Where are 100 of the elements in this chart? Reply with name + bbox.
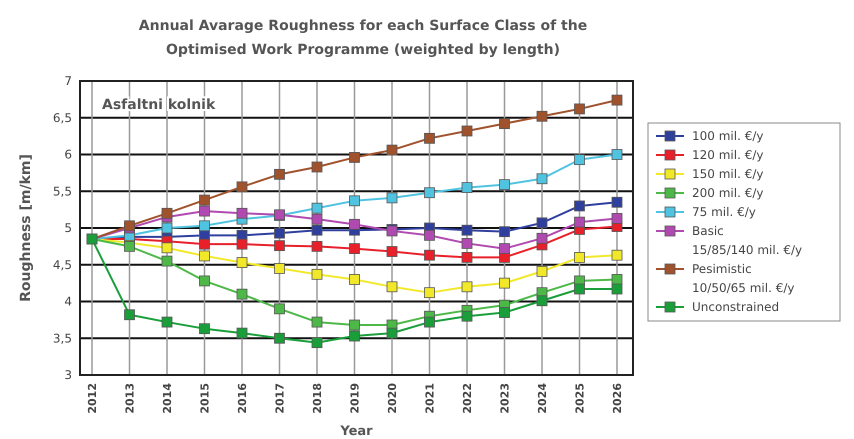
point — [462, 281, 472, 292]
point — [124, 220, 135, 232]
point — [574, 104, 585, 114]
point — [612, 274, 622, 285]
point — [274, 240, 285, 252]
legend-label: Basic 15/85/140 mil. €/y — [692, 224, 802, 258]
point — [312, 316, 322, 328]
point — [349, 195, 360, 206]
point — [574, 154, 585, 166]
y-tick-label: 4,5 — [52, 258, 72, 272]
x-tick-label: 2013 — [123, 383, 136, 414]
point — [349, 218, 360, 230]
point — [499, 278, 510, 289]
legend-label: Pesimistic 10/50/65 mil. €/y — [692, 262, 794, 296]
point — [386, 246, 398, 257]
point — [499, 243, 510, 254]
point — [499, 226, 510, 238]
x-tick-label: 2018 — [310, 383, 324, 414]
legend-label: Unconstrained — [692, 300, 780, 314]
y-tick-label: 5 — [64, 221, 72, 236]
point — [612, 284, 622, 294]
y-axis-title: Roughness [m/km] — [18, 154, 34, 302]
point — [349, 320, 360, 330]
y-tick-label: 4 — [64, 294, 72, 309]
x-tick-label: 2021 — [423, 383, 436, 414]
x-tick-label: 2017 — [273, 383, 286, 414]
point — [386, 192, 398, 204]
point — [199, 323, 210, 334]
point — [274, 263, 285, 274]
point — [424, 316, 435, 328]
point — [199, 250, 210, 262]
point — [462, 224, 472, 236]
point — [612, 149, 622, 160]
point — [574, 200, 585, 212]
y-tick-label: 3,5 — [52, 331, 72, 346]
point — [536, 266, 548, 277]
point — [386, 328, 398, 339]
x-tick-label: 2016 — [236, 382, 249, 414]
point — [236, 328, 248, 339]
point — [386, 281, 398, 292]
point — [536, 173, 548, 184]
x-tick-label: 2019 — [348, 383, 362, 414]
point — [236, 208, 248, 219]
point — [536, 295, 548, 306]
point — [424, 187, 435, 198]
point — [424, 287, 435, 298]
point — [162, 256, 172, 266]
x-tick-label: 2025 — [573, 383, 586, 414]
point — [124, 240, 135, 252]
point — [612, 196, 622, 208]
x-tick-label: 2020 — [386, 382, 399, 414]
point — [199, 276, 210, 286]
chart-title: Annual Avarage Roughness for each Surface Class of the Optimised Work Programme (weighted by length) — [138, 18, 588, 58]
point — [236, 238, 248, 250]
point — [499, 179, 510, 190]
point — [312, 202, 322, 214]
point — [536, 217, 548, 228]
point — [424, 230, 435, 241]
point — [536, 110, 548, 122]
y-tick-label: 6 — [64, 148, 72, 162]
x-tick-label: 2015 — [198, 383, 212, 414]
point — [274, 168, 285, 180]
point — [236, 257, 248, 268]
point — [612, 94, 622, 106]
x-tick-label: 2012 — [86, 383, 99, 414]
point — [386, 144, 398, 156]
x-tick-label: 2014 — [160, 382, 174, 414]
point — [312, 224, 322, 236]
point — [462, 182, 472, 193]
point — [424, 250, 435, 261]
x-tick-label: 2023 — [498, 383, 512, 414]
point — [162, 316, 172, 328]
point — [574, 216, 585, 228]
point — [162, 222, 172, 234]
y-tick-label: 5,5 — [52, 184, 72, 198]
point — [462, 238, 472, 249]
x-axis-title: Year — [339, 424, 374, 439]
legend-label: 100 mil. €/y — [692, 129, 764, 144]
point — [199, 238, 210, 250]
x-tick-label: 2022 — [460, 383, 474, 414]
point — [612, 213, 622, 224]
point — [274, 332, 285, 344]
point — [574, 252, 585, 263]
point — [274, 228, 285, 239]
point — [312, 268, 322, 280]
point — [462, 252, 472, 263]
point — [199, 220, 210, 232]
point — [312, 162, 322, 172]
legend-label: 150 mil. €/y — [692, 167, 764, 182]
point — [424, 132, 435, 144]
point — [199, 194, 210, 206]
point — [536, 232, 548, 244]
point — [162, 208, 172, 219]
point — [349, 152, 360, 163]
y-tick-label: 3 — [64, 368, 72, 382]
point — [349, 243, 360, 254]
point — [612, 250, 622, 261]
point — [236, 288, 248, 300]
legend-label: 200 mil. €/y — [692, 186, 764, 200]
point — [499, 307, 510, 318]
